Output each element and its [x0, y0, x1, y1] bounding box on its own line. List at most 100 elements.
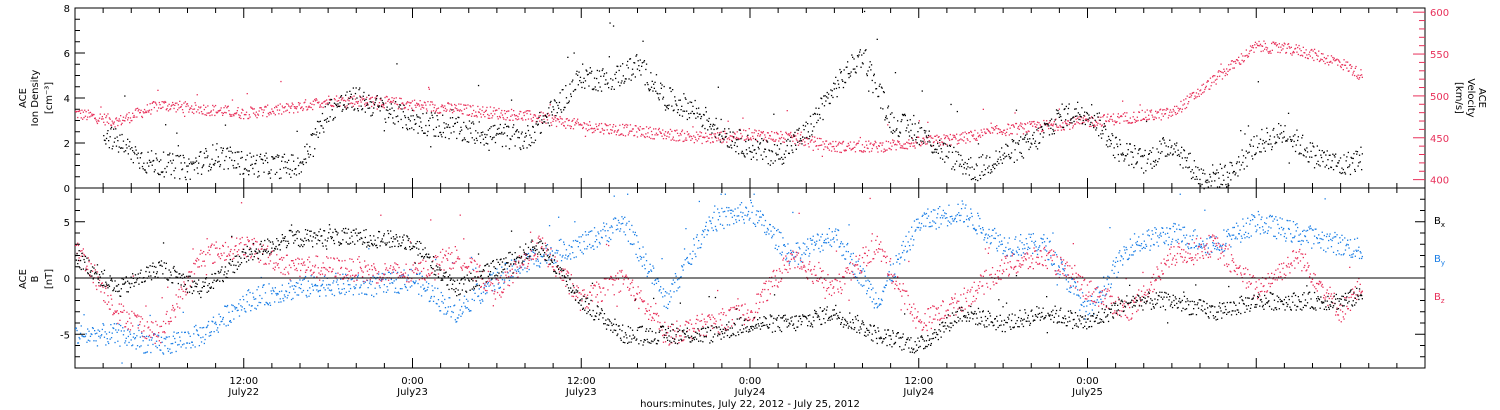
by-point — [340, 278, 342, 280]
by-point — [420, 286, 422, 288]
density-point — [788, 152, 790, 155]
by-point — [487, 283, 489, 285]
density-point — [233, 167, 235, 169]
velocity-point — [598, 124, 600, 127]
by-point — [80, 325, 82, 327]
by-point — [255, 308, 257, 310]
by-point — [918, 222, 920, 224]
by-point — [701, 233, 703, 236]
by-point — [525, 253, 527, 255]
velocity-point — [417, 103, 419, 105]
by-point — [113, 323, 115, 325]
density-point — [717, 86, 719, 88]
density-point — [608, 87, 610, 89]
by-point — [1011, 252, 1013, 254]
by-point — [473, 289, 475, 291]
by-point — [134, 337, 137, 339]
density-point — [1211, 180, 1213, 182]
by-point — [515, 270, 518, 272]
density-point — [568, 100, 570, 102]
density-point — [1009, 157, 1011, 160]
by-point — [891, 279, 893, 282]
by-point — [203, 326, 205, 329]
by-point — [614, 217, 616, 219]
velocity-point — [1152, 116, 1154, 118]
by-point — [711, 227, 713, 229]
by-point — [447, 306, 449, 308]
by-point — [270, 290, 272, 292]
density-point — [667, 108, 669, 110]
velocity-point — [406, 102, 408, 104]
by-point — [78, 336, 80, 339]
velocity-point — [1093, 125, 1095, 127]
by-point — [87, 339, 89, 341]
velocity-point — [841, 143, 843, 145]
velocity-point — [685, 137, 687, 139]
velocity-point — [1059, 124, 1061, 127]
velocity-point — [1293, 51, 1295, 54]
velocity-point — [1008, 124, 1010, 126]
velocity-point — [466, 114, 468, 116]
density-point — [761, 138, 763, 140]
density-point — [553, 108, 555, 111]
velocity-point — [706, 135, 708, 138]
density-point — [150, 150, 153, 152]
density-point — [1118, 160, 1120, 162]
velocity-point — [1020, 122, 1022, 124]
velocity-point — [465, 107, 468, 109]
density-point — [650, 72, 652, 74]
by-point — [952, 220, 954, 222]
velocity-point — [831, 146, 833, 148]
density-point — [811, 130, 814, 132]
density-point — [859, 49, 861, 51]
velocity-point — [695, 138, 697, 141]
velocity-point — [582, 127, 584, 130]
by-point — [550, 247, 552, 249]
density-point — [154, 169, 156, 171]
density-point — [1354, 168, 1356, 171]
velocity-point — [625, 123, 627, 126]
velocity-point — [505, 119, 507, 121]
by-point — [931, 225, 933, 227]
by-point — [359, 286, 362, 288]
density-point — [1202, 172, 1204, 174]
by-point — [477, 295, 479, 298]
velocity-point — [567, 124, 569, 127]
density-point — [224, 124, 227, 126]
by-point — [322, 280, 324, 282]
density-point — [683, 110, 686, 112]
density-point — [432, 116, 434, 119]
velocity-point — [1355, 65, 1357, 68]
by-point — [1029, 236, 1032, 238]
density-point — [861, 62, 864, 64]
velocity-point — [81, 109, 83, 111]
velocity-point — [337, 105, 339, 107]
velocity-point — [954, 136, 956, 138]
velocity-point — [175, 111, 177, 113]
velocity-point — [306, 109, 308, 111]
velocity-point — [852, 147, 854, 149]
velocity-point — [649, 126, 651, 128]
density-point — [610, 88, 613, 90]
density-point — [570, 95, 572, 98]
velocity-point — [1160, 119, 1162, 121]
velocity-point — [870, 142, 872, 144]
velocity-point — [208, 112, 210, 114]
velocity-point — [749, 138, 751, 140]
density-point — [176, 132, 178, 134]
by-point — [214, 321, 217, 323]
density-point — [544, 121, 546, 123]
density-point — [1147, 158, 1149, 160]
velocity-point — [422, 104, 424, 106]
velocity-point — [350, 102, 352, 104]
velocity-point — [1097, 122, 1099, 124]
velocity-point — [1235, 59, 1238, 61]
density-point — [868, 66, 871, 68]
density-point — [814, 113, 816, 115]
by-point — [335, 272, 337, 275]
velocity-point — [679, 139, 681, 141]
by-point — [652, 265, 654, 267]
by-point — [647, 272, 649, 274]
by-point — [242, 295, 244, 298]
velocity-point — [920, 145, 922, 147]
